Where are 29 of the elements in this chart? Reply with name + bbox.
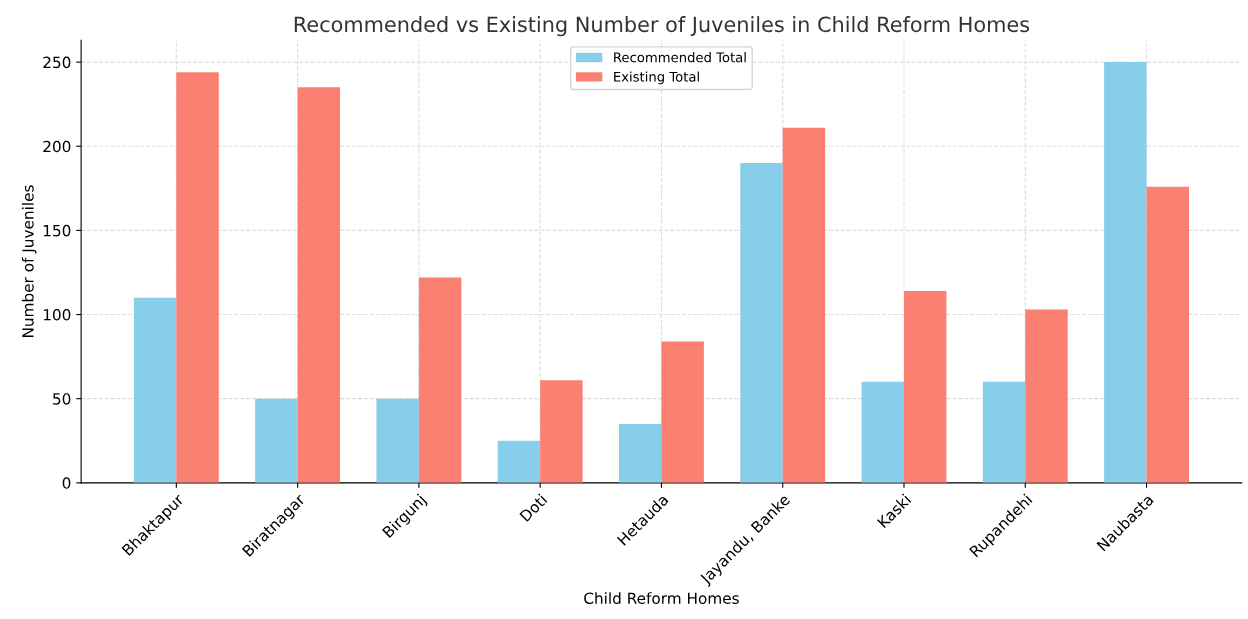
bar	[297, 87, 341, 483]
bar	[661, 341, 704, 483]
legend-label: Existing Total	[614, 71, 699, 85]
y-tick-label: 0	[62, 477, 71, 489]
y-tick-label: 150	[43, 224, 71, 237]
bar	[740, 163, 783, 483]
bar	[861, 381, 904, 483]
bar	[133, 297, 177, 483]
legend-label: Recommended Total	[614, 52, 746, 63]
bar	[782, 127, 826, 483]
bar	[497, 440, 541, 483]
bar	[982, 381, 1026, 483]
chart-title: Recommended vs Existing Number of Juveniles in Child Reform Homes	[294, 16, 1030, 37]
bar	[255, 398, 298, 483]
bar	[540, 380, 583, 483]
y-axis-title: Number of Juveniles	[21, 185, 37, 338]
bar	[1025, 309, 1068, 483]
y-tick-label: 200	[43, 140, 71, 153]
bar	[418, 277, 462, 483]
bar	[618, 423, 662, 483]
y-tick-label: 50	[53, 393, 71, 405]
y-tick-label: 250	[43, 56, 71, 69]
x-axis-title: Child Reform Homes	[584, 592, 739, 605]
y-tick-label: 100	[43, 309, 71, 321]
bar	[904, 290, 947, 483]
bar	[1104, 62, 1147, 483]
bar	[176, 72, 219, 483]
bar	[376, 398, 419, 483]
bar	[1146, 186, 1189, 483]
